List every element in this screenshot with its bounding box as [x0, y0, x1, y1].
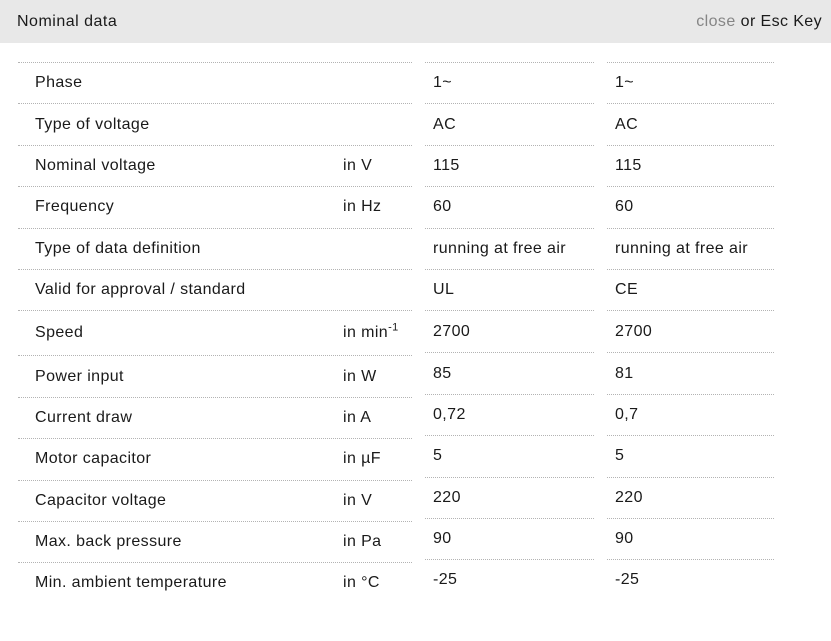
unit-label: in A: [343, 408, 372, 426]
value2-max-back-pressure: 90: [607, 517, 774, 559]
value2-frequency: 60: [607, 186, 774, 227]
row-label-motor-capacitor: Motor capacitor in µF: [18, 438, 412, 479]
unit-label: in min-1: [343, 322, 399, 342]
value1-capacitor-voltage: 220: [425, 476, 594, 518]
value2-nominal-voltage: 115: [607, 144, 774, 186]
value1-valid-for-approval: UL: [425, 268, 594, 310]
row-label-valid-for-approval: Valid for approval / standard: [18, 268, 412, 310]
value1-frequency: 60: [425, 186, 594, 227]
value1-nominal-voltage: 115: [425, 144, 594, 186]
value2-min-ambient-temperature: -25: [607, 559, 774, 600]
row-label-type-of-voltage: Type of voltage: [18, 103, 412, 144]
row-label-max-back-pressure: Max. back pressure in Pa: [18, 520, 412, 562]
value1-speed: 2700: [425, 310, 594, 352]
value1-type-of-data-definition: running at free air: [425, 227, 594, 269]
value2-speed: 2700: [607, 310, 774, 352]
value-column-2: 1~ AC 115 60 running at free air CE 2700…: [607, 62, 774, 604]
row-label-speed: Speed in min-1: [18, 310, 412, 355]
value1-motor-capacitor: 5: [425, 435, 594, 476]
row-label-current-draw: Current draw in A: [18, 396, 412, 438]
value2-type-of-data-definition: running at free air: [607, 227, 774, 269]
row-label-frequency: Frequency in Hz: [18, 186, 412, 227]
row-label-power-input: Power input in W: [18, 355, 412, 396]
value1-phase: 1~: [425, 62, 594, 103]
label-column: Phase Type of voltage Nominal voltage in …: [18, 62, 412, 604]
value2-current-draw: 0,7: [607, 393, 774, 435]
close-area: close or Esc Key: [696, 13, 822, 31]
dialog-title: Nominal data: [17, 12, 118, 30]
unit-label: in Hz: [343, 198, 382, 216]
unit-label: in °C: [343, 574, 380, 592]
value2-phase: 1~: [607, 62, 774, 103]
nominal-data-table: Phase Type of voltage Nominal voltage in …: [18, 62, 831, 604]
value2-motor-capacitor: 5: [607, 435, 774, 476]
unit-label: in V: [343, 491, 373, 509]
value1-type-of-voltage: AC: [425, 103, 594, 144]
value1-current-draw: 0,72: [425, 393, 594, 435]
nominal-data-dialog: Nominal data close or Esc Key Phase Type …: [0, 0, 831, 604]
value2-capacitor-voltage: 220: [607, 476, 774, 518]
value2-power-input: 81: [607, 352, 774, 393]
value1-min-ambient-temperature: -25: [425, 559, 594, 600]
close-hint-text: or Esc Key: [740, 12, 822, 30]
unit-label: in V: [343, 156, 373, 174]
unit-label: in W: [343, 367, 377, 385]
row-label-phase: Phase: [18, 62, 412, 103]
row-label-capacitor-voltage: Capacitor voltage in V: [18, 479, 412, 521]
value2-type-of-voltage: AC: [607, 103, 774, 144]
row-label-min-ambient-temperature: Min. ambient temperature in °C: [18, 562, 412, 603]
value2-valid-for-approval: CE: [607, 268, 774, 310]
dialog-header: Nominal data close or Esc Key: [0, 0, 831, 43]
unit-label: in Pa: [343, 533, 382, 551]
value1-max-back-pressure: 90: [425, 517, 594, 559]
unit-superscript: -1: [388, 322, 399, 335]
row-label-nominal-voltage: Nominal voltage in V: [18, 144, 412, 186]
value1-power-input: 85: [425, 352, 594, 393]
unit-label: in µF: [343, 450, 381, 468]
value-column-1: 1~ AC 115 60 running at free air UL 2700…: [425, 62, 594, 604]
row-label-type-of-data-definition: Type of data definition: [18, 227, 412, 269]
close-link[interactable]: close: [696, 12, 736, 30]
